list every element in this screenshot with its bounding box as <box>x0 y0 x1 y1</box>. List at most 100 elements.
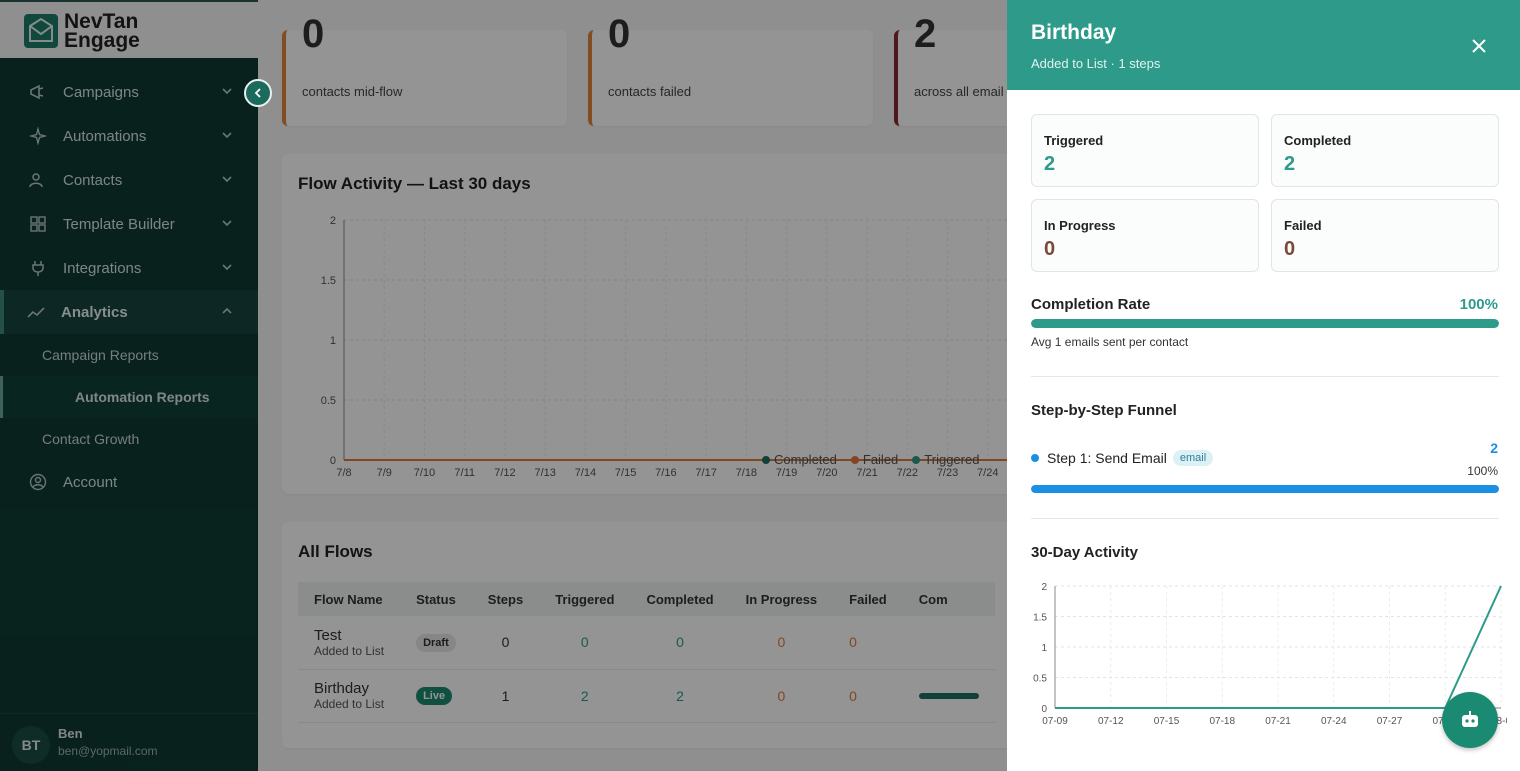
close-icon <box>1472 39 1486 53</box>
stat-label: across all email st <box>914 84 1018 99</box>
legend-label: Completed <box>774 452 837 467</box>
x-tick-label: 7/10 <box>414 467 435 479</box>
stat-card: 0 contacts failed <box>588 12 873 126</box>
y-tick-label: 2 <box>330 215 336 227</box>
table-header-row: Flow Name Status Steps Triggered Complet… <box>298 582 995 616</box>
flow-trigger: Added to List <box>314 697 385 711</box>
table-row[interactable]: Test Added to List Draft 0 0 0 0 0 <box>298 616 995 670</box>
nav-label: Template Builder <box>63 215 175 233</box>
legend-label: Triggered <box>924 452 980 467</box>
stat-value: 2 <box>914 12 937 56</box>
nav-label: Campaigns <box>63 83 139 101</box>
failed-cell: 0 <box>833 616 903 670</box>
step-count: 2 <box>1490 440 1498 456</box>
nav-label: Automations <box>63 127 147 145</box>
activity-chart: 0 0.5 1 1.5 2 07-09 07-12 07-15 07-18 07-21 07-24 0… <box>1033 582 1507 727</box>
legend-triggered: Triggered <box>912 452 979 467</box>
metric-value: 2 <box>1044 153 1056 175</box>
x-tick-label: 07-27 <box>1377 716 1403 727</box>
completed-cell: 0 <box>630 616 730 670</box>
metric-label: Failed <box>1284 218 1322 233</box>
x-tick-label: 07-15 <box>1154 716 1180 727</box>
x-tick-label: 7/13 <box>534 467 555 479</box>
avatar: BT <box>12 726 50 764</box>
chevron-down-icon <box>222 132 232 139</box>
completion-cell <box>902 616 995 670</box>
completion-cell <box>902 669 995 723</box>
drawer-title: Birthday <box>1031 21 1117 44</box>
nav-label: Integrations <box>63 259 142 277</box>
sidebar-collapse-button[interactable] <box>244 79 272 107</box>
nav-analytics[interactable]: Analytics <box>0 290 258 334</box>
status-badge: Draft <box>416 633 456 652</box>
y-tick-label: 1 <box>1041 643 1047 654</box>
completion-progress-bar <box>1031 319 1499 328</box>
nav-automation-reports[interactable]: Automation Reports <box>0 376 258 418</box>
x-tick-label: 7/23 <box>937 467 958 479</box>
column-header[interactable]: Triggered <box>539 582 631 616</box>
in-progress-cell: 0 <box>729 669 834 723</box>
y-tick-label: 2 <box>1041 582 1047 593</box>
column-header[interactable]: In Progress <box>729 582 834 616</box>
x-tick-label: 07-21 <box>1265 716 1291 727</box>
metric-label: In Progress <box>1044 218 1116 233</box>
nav-label: Analytics <box>61 303 128 321</box>
funnel-step: Step 1: Send Email email <box>1031 450 1214 466</box>
nav-automations[interactable]: Automations <box>0 114 258 158</box>
nav-integrations[interactable]: Integrations <box>0 246 258 290</box>
status-badge: Live <box>416 687 453 705</box>
x-tick-label: 7/11 <box>454 467 475 479</box>
step-percent: 100% <box>1467 464 1498 478</box>
series-line <box>1055 585 1502 709</box>
brand-header: NevTan Engage <box>0 0 258 58</box>
nav-contacts[interactable]: Contacts <box>0 158 258 202</box>
user-profile[interactable]: BT Ben ben@yopmail.com <box>0 713 258 771</box>
nav-campaign-reports[interactable]: Campaign Reports <box>0 334 258 376</box>
brand-line-1: NevTan <box>64 10 139 33</box>
megaphone-icon <box>28 82 48 102</box>
flow-detail-drawer: Birthday Added to List · 1 steps Trigger… <box>1007 0 1520 771</box>
step-progress-fill <box>1031 485 1499 493</box>
column-header[interactable]: Com <box>902 582 995 616</box>
chevron-up-icon <box>222 307 232 314</box>
nav-label: Contact Growth <box>42 431 140 447</box>
table-row[interactable]: Birthday Added to List Live 1 2 2 0 0 <box>298 669 995 723</box>
metric-card-triggered: Triggered 2 <box>1031 114 1259 187</box>
column-header[interactable]: Status <box>400 582 472 616</box>
metric-value: 2 <box>1284 153 1296 175</box>
x-tick-label: 7/14 <box>575 467 596 479</box>
column-header[interactable]: Steps <box>471 582 540 616</box>
avg-emails-text: Avg 1 emails sent per contact <box>1031 335 1189 349</box>
x-tick-label: 7/9 <box>377 467 392 479</box>
completion-rate-label: Completion Rate <box>1031 296 1151 313</box>
flow-name-cell: Birthday Added to List <box>298 669 401 723</box>
column-header[interactable]: Completed <box>630 582 730 616</box>
chatbot-button[interactable] <box>1442 692 1498 748</box>
status-cell: Draft <box>400 616 472 670</box>
metric-label: Completed <box>1284 133 1352 148</box>
brand-line-2: Engage <box>64 29 140 52</box>
metric-card-failed: Failed 0 <box>1271 199 1499 272</box>
column-header[interactable]: Flow Name <box>298 582 401 616</box>
nav-campaigns[interactable]: Campaigns <box>0 70 258 114</box>
chevron-down-icon <box>222 176 232 183</box>
step-dot <box>1031 454 1039 462</box>
nav-account[interactable]: Account <box>0 460 258 504</box>
all-flows-title: All Flows <box>298 542 373 561</box>
stat-value: 0 <box>302 12 325 56</box>
nav-label: Automation Reports <box>75 389 210 405</box>
divider <box>1031 518 1499 519</box>
nav-contact-growth[interactable]: Contact Growth <box>0 418 258 460</box>
legend-failed: Failed <box>850 452 898 467</box>
close-button[interactable] <box>1467 34 1491 58</box>
step-label: Step 1: Send Email <box>1047 450 1167 466</box>
chevron-down-icon <box>222 220 232 227</box>
stat-value: 0 <box>608 12 631 56</box>
nav-template-builder[interactable]: Template Builder <box>0 202 258 246</box>
grid-icon <box>28 214 48 234</box>
x-tick-label: 7/24 <box>977 467 998 479</box>
steps-cell: 1 <box>471 669 540 723</box>
stat-card: 0 contacts mid-flow <box>282 12 567 126</box>
column-header[interactable]: Failed <box>833 582 903 616</box>
y-tick-label: 0 <box>330 455 336 467</box>
